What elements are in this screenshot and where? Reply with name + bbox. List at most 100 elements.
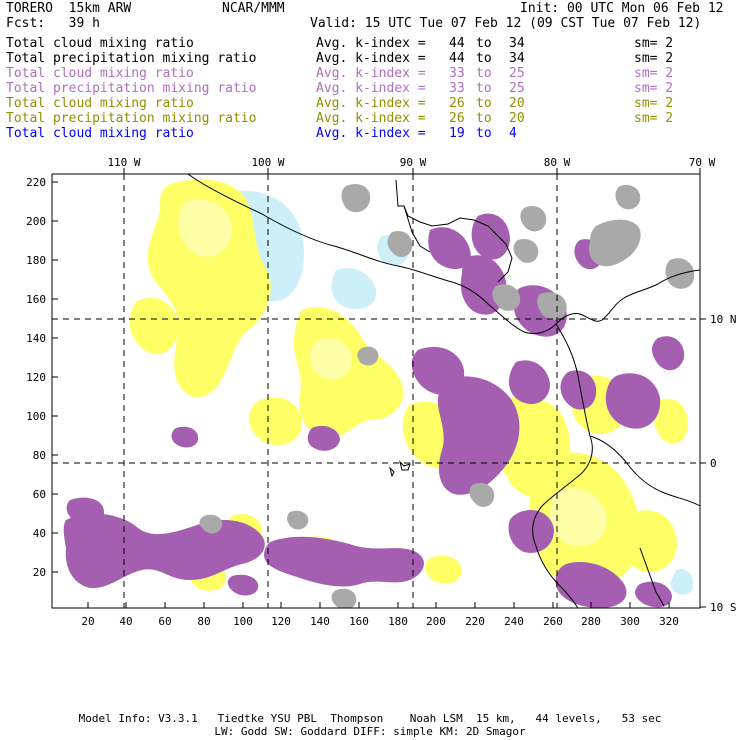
legend-to-word: to <box>476 81 492 96</box>
legend-smoothing: sm= 2 <box>634 66 674 81</box>
legend-field-name: Total cloud mixing ratio <box>6 36 194 51</box>
y-axis-ticks <box>52 181 58 573</box>
y-tick-label: 220 <box>26 176 46 189</box>
legend-row: Total cloud mixing ratio Avg. k-index = … <box>6 66 736 81</box>
legend-index-label: Avg. k-index = <box>316 111 426 126</box>
x-tick-label: 20 <box>81 615 94 628</box>
x-tick-label: 140 <box>310 615 330 628</box>
legend-from: 44 <box>449 51 465 66</box>
lon-ticks <box>123 168 701 174</box>
y-tick-label: 200 <box>26 215 46 228</box>
y-tick-label: 20 <box>33 566 46 579</box>
latitude-labels: 10 N 0 10 S <box>710 313 737 614</box>
legend-from: 26 <box>449 96 465 111</box>
legend-field-name: Total cloud mixing ratio <box>6 66 194 81</box>
legend-field-name: Total precipitation mixing ratio <box>6 51 257 66</box>
x-axis-ticks <box>87 602 670 608</box>
x-tick-label: 160 <box>349 615 369 628</box>
legend-to: 34 <box>509 36 525 51</box>
x-tick-label: 300 <box>620 615 640 628</box>
legend-to: 34 <box>509 51 525 66</box>
legend-from: 19 <box>449 126 465 141</box>
longitude-labels: 110 W 100 W 90 W 80 W 70 W <box>107 156 715 169</box>
legend-to: 20 <box>509 111 525 126</box>
legend-row: Total cloud mixing ratio Avg. k-index = … <box>6 96 736 111</box>
y-tick-label: 120 <box>26 371 46 384</box>
legend-from: 33 <box>449 81 465 96</box>
map-frame <box>51 173 701 609</box>
legend-to: 4 <box>509 126 517 141</box>
legend-from: 26 <box>449 111 465 126</box>
x-tick-label: 100 <box>233 615 253 628</box>
x-tick-label: 60 <box>158 615 171 628</box>
legend-field-name: Total cloud mixing ratio <box>6 126 194 141</box>
gray-field <box>199 183 695 608</box>
x-tick-label: 220 <box>465 615 485 628</box>
legend-smoothing: sm= 2 <box>634 36 674 51</box>
init-time: Init: 00 UTC Mon 06 Feb 12 <box>520 1 724 16</box>
lat-label: 0 <box>710 457 717 470</box>
organization: NCAR/MMM <box>222 1 285 16</box>
legend-to-word: to <box>476 66 492 81</box>
legend-to-word: to <box>476 126 492 141</box>
purple-field <box>63 213 685 608</box>
x-tick-label: 280 <box>581 615 601 628</box>
legend-smoothing: sm= 2 <box>634 81 674 96</box>
legend-field-name: Total precipitation mixing ratio <box>6 111 257 126</box>
lat-ticks <box>700 318 706 608</box>
lat-label: 10 S <box>710 601 737 614</box>
legend-field-name: Total cloud mixing ratio <box>6 96 194 111</box>
x-tick-label: 180 <box>388 615 408 628</box>
legend-to: 20 <box>509 96 525 111</box>
legend-from: 44 <box>449 36 465 51</box>
legend-row: Total precipitation mixing ratio Avg. k-… <box>6 81 736 96</box>
y-axis-labels: 20 40 60 80 100 120 140 160 180 200 220 <box>26 176 46 579</box>
model-physics-line: LW: Godd SW: Goddard DIFF: simple KM: 2D… <box>214 725 526 738</box>
lon-label: 90 W <box>400 156 427 169</box>
lat-label: 10 N <box>710 313 737 326</box>
legend-index-label: Avg. k-index = <box>316 96 426 111</box>
legend-row: Total cloud mixing ratio Avg. k-index = … <box>6 36 736 51</box>
x-axis-labels: 20 40 60 80 100 120 140 160 180 200 220 … <box>81 615 679 628</box>
model-name: TORERO 15km ARW <box>6 1 132 16</box>
legend-to-word: to <box>476 36 492 51</box>
legend-to: 25 <box>509 81 525 96</box>
legend-from: 33 <box>449 66 465 81</box>
legend-smoothing: sm= 2 <box>634 96 674 111</box>
legend-index-label: Avg. k-index = <box>316 36 426 51</box>
legend-to-word: to <box>476 96 492 111</box>
lon-label: 80 W <box>544 156 571 169</box>
x-tick-label: 200 <box>426 615 446 628</box>
legend-index-label: Avg. k-index = <box>316 126 426 141</box>
y-tick-label: 60 <box>33 488 46 501</box>
x-tick-label: 240 <box>504 615 524 628</box>
y-tick-label: 100 <box>26 410 46 423</box>
legend-row: Total precipitation mixing ratio Avg. k-… <box>6 51 736 66</box>
y-tick-label: 140 <box>26 332 46 345</box>
x-tick-label: 260 <box>543 615 563 628</box>
cloud-field-layer <box>52 174 700 608</box>
x-tick-label: 120 <box>271 615 291 628</box>
forecast-hour: Fcst: 39 h <box>6 16 100 31</box>
legend-index-label: Avg. k-index = <box>316 66 426 81</box>
legend-smoothing: sm= 2 <box>634 51 674 66</box>
legend-to-word: to <box>476 51 492 66</box>
lon-label: 100 W <box>251 156 284 169</box>
legend-to: 25 <box>509 66 525 81</box>
model-info-line: Model Info: V3.3.1 Tiedtke YSU PBL Thomp… <box>78 712 662 725</box>
legend-row: Total precipitation mixing ratio Avg. k-… <box>6 111 736 126</box>
lat-lon-grid <box>52 174 700 608</box>
legend-index-label: Avg. k-index = <box>316 81 426 96</box>
legend-smoothing: sm= 2 <box>634 111 674 126</box>
light-yellow-field <box>178 199 607 547</box>
valid-time: Valid: 15 UTC Tue 07 Feb 12 (09 CST Tue … <box>310 16 702 31</box>
lon-label: 70 W <box>689 156 716 169</box>
x-tick-label: 80 <box>197 615 210 628</box>
legend-row: Total cloud mixing ratio Avg. k-index = … <box>6 126 736 141</box>
legend-to-word: to <box>476 111 492 126</box>
legend-field-name: Total precipitation mixing ratio <box>6 81 257 96</box>
y-tick-label: 180 <box>26 254 46 267</box>
y-tick-label: 40 <box>33 527 46 540</box>
x-tick-label: 40 <box>119 615 132 628</box>
